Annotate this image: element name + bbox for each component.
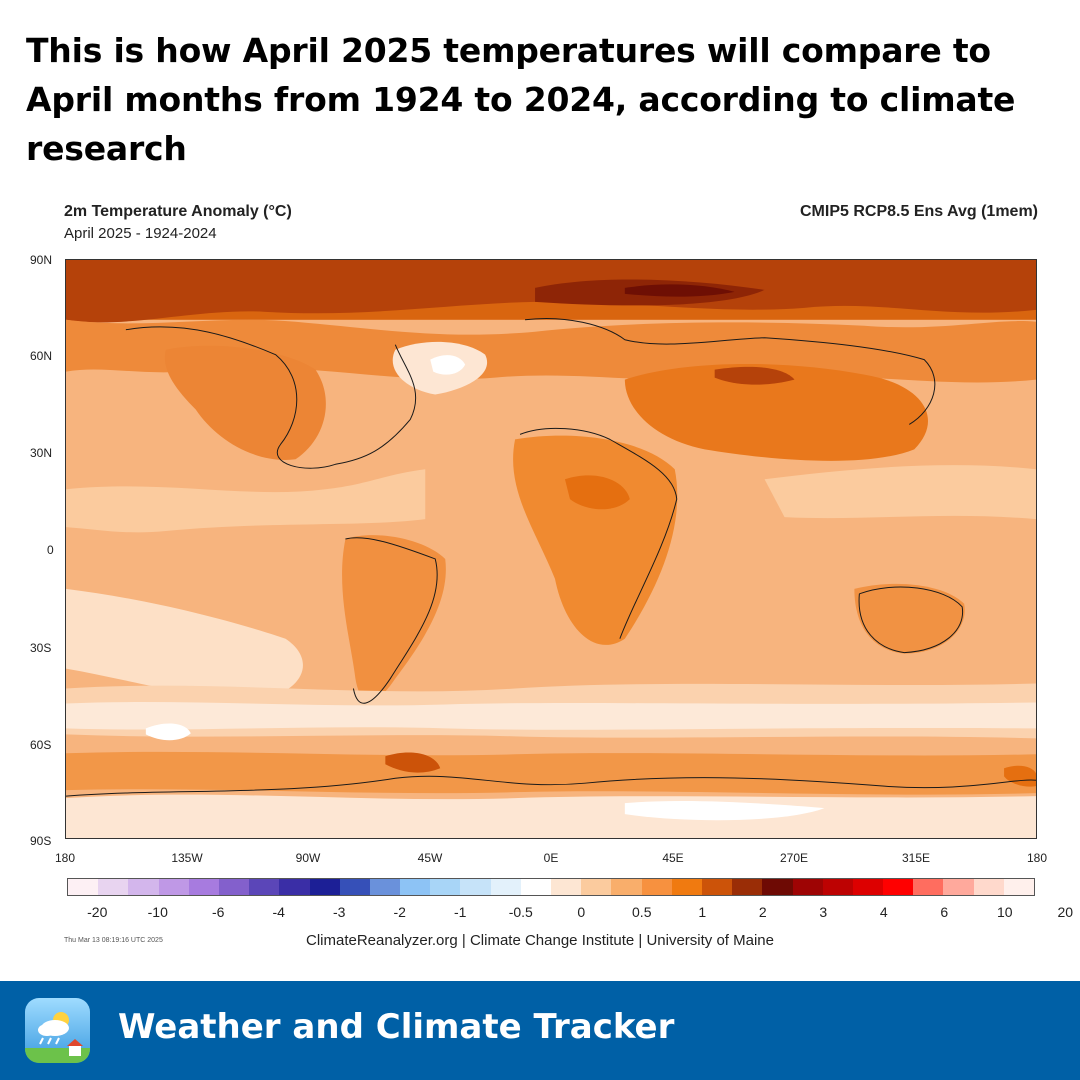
colorbar-swatch: [913, 879, 944, 895]
colorbar-tick-label: -6: [212, 904, 225, 920]
colorbar-swatch: [249, 879, 280, 895]
colorbar-tick-label: 4: [879, 904, 888, 920]
lon-label: 315E: [901, 851, 931, 865]
colorbar-tick-label: 3: [819, 904, 828, 920]
colorbar-swatch: [551, 879, 582, 895]
lat-label: 30N: [30, 446, 53, 460]
colorbar-tick-label: 0: [577, 904, 586, 920]
lon-label: 45E: [662, 851, 684, 865]
colorbar-swatch: [852, 879, 884, 895]
colorbar-swatch: [671, 879, 702, 895]
footer-bar: Weather and Climate Tracker: [0, 981, 1080, 1080]
weather-app-icon: [25, 998, 90, 1063]
timestamp: Thu Mar 13 08:19:16 UTC 2025: [64, 937, 163, 944]
colorbar-swatch: [883, 879, 914, 895]
source-credit: ClimateReanalyzer.org | Climate Change I…: [306, 932, 774, 949]
colorbar-swatch: [68, 879, 99, 895]
anomaly-field: [66, 260, 1036, 838]
map-subtitle: April 2025 - 1924-2024: [64, 225, 217, 242]
colorbar-tick-label: 1: [698, 904, 707, 920]
lat-label: 60S: [30, 738, 52, 752]
colorbar-swatch: [822, 879, 853, 895]
colorbar-swatch: [218, 879, 250, 895]
colorbar-swatch: [128, 879, 159, 895]
lat-label: 60N: [30, 349, 53, 363]
lon-label: 0E: [543, 851, 559, 865]
map-model-label: CMIP5 RCP8.5 Ens Avg (1mem): [800, 203, 1038, 220]
colorbar-swatch: [490, 879, 521, 895]
colorbar-tick-label: -4: [272, 904, 285, 920]
lon-label: 180: [54, 851, 76, 865]
lon-label: 90W: [295, 851, 321, 865]
colorbar-tick-label: -2: [393, 904, 406, 920]
temperature-anomaly-map: [65, 259, 1037, 839]
lon-label: 180: [1026, 851, 1048, 865]
lon-label: 270E: [779, 851, 809, 865]
lon-label: 135W: [171, 851, 203, 865]
headline: This is how April 2025 temperatures will…: [26, 31, 1016, 168]
footer-title: Weather and Climate Tracker: [118, 1007, 675, 1047]
colorbar-tick-label: 20: [1057, 904, 1074, 920]
colorbar-legend: [67, 878, 1035, 896]
colorbar-swatch: [400, 879, 431, 895]
colorbar-tick-label: 6: [940, 904, 949, 920]
lat-label: 0: [47, 543, 54, 557]
colorbar-swatch: [520, 879, 551, 895]
colorbar-tick-label: 10: [996, 904, 1013, 920]
colorbar-swatch: [188, 879, 219, 895]
colorbar-swatch: [973, 879, 1004, 895]
colorbar-swatch: [430, 879, 461, 895]
colorbar-tick-label: -1: [454, 904, 467, 920]
colorbar-swatch: [792, 879, 823, 895]
colorbar-tick-label: 0.5: [632, 904, 652, 920]
colorbar-tick-label: -3: [333, 904, 346, 920]
colorbar-swatch: [309, 879, 340, 895]
colorbar-swatch: [98, 879, 129, 895]
colorbar-swatch: [460, 879, 491, 895]
colorbar-tick-label: -0.5: [508, 904, 533, 920]
colorbar-swatch: [158, 879, 189, 895]
anomaly-map-figure: 2m Temperature Anomaly (°C) April 2025 -…: [0, 195, 1080, 965]
lat-label: 90S: [30, 834, 52, 848]
colorbar-tick-label: -20: [87, 904, 108, 920]
map-title: 2m Temperature Anomaly (°C): [64, 203, 292, 220]
colorbar-swatch: [943, 879, 974, 895]
colorbar-tick-label: 2: [758, 904, 767, 920]
colorbar-swatch: [641, 879, 672, 895]
colorbar-swatch: [581, 879, 612, 895]
colorbar-swatch: [732, 879, 763, 895]
colorbar-swatch: [1003, 879, 1034, 895]
colorbar-swatch: [611, 879, 642, 895]
colorbar-swatch: [369, 879, 401, 895]
colorbar-swatch: [339, 879, 370, 895]
colorbar-tick-label: -10: [147, 904, 168, 920]
colorbar-swatch: [701, 879, 733, 895]
lon-label: 45W: [417, 851, 443, 865]
lat-label: 90N: [30, 253, 53, 267]
colorbar-swatch: [762, 879, 793, 895]
colorbar-swatch: [279, 879, 310, 895]
lat-label: 30S: [30, 641, 52, 655]
